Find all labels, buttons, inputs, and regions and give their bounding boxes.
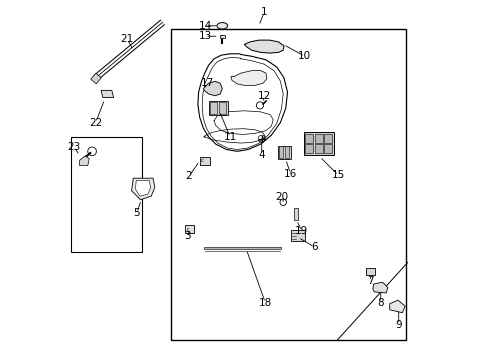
Bar xyxy=(70,137,142,252)
Polygon shape xyxy=(198,54,287,151)
Bar xyxy=(305,144,312,153)
Text: 14: 14 xyxy=(198,21,211,31)
Polygon shape xyxy=(101,90,113,98)
Text: c: c xyxy=(187,227,189,231)
Bar xyxy=(324,134,332,143)
Bar xyxy=(277,145,291,159)
Text: 22: 22 xyxy=(89,118,102,128)
Bar xyxy=(171,30,405,339)
Bar xyxy=(303,132,333,155)
Polygon shape xyxy=(244,40,284,53)
Text: 9: 9 xyxy=(395,320,401,329)
Polygon shape xyxy=(203,81,222,96)
Text: 21: 21 xyxy=(121,34,134,44)
Text: 6: 6 xyxy=(310,242,317,252)
Text: 2: 2 xyxy=(185,171,192,181)
Polygon shape xyxy=(80,156,89,166)
Text: 1: 1 xyxy=(261,7,267,17)
Bar xyxy=(314,134,322,143)
Bar xyxy=(218,102,225,114)
Text: 16: 16 xyxy=(283,168,296,179)
Bar xyxy=(290,230,304,241)
Bar xyxy=(305,134,312,143)
Text: 5: 5 xyxy=(133,208,140,218)
Text: c: c xyxy=(200,158,203,163)
Bar xyxy=(209,102,217,114)
Bar xyxy=(208,101,228,116)
Bar xyxy=(185,225,194,233)
Text: 18: 18 xyxy=(258,298,271,308)
Bar xyxy=(278,146,283,158)
Polygon shape xyxy=(389,300,405,313)
Bar xyxy=(314,144,322,153)
Text: 4: 4 xyxy=(258,150,264,160)
Text: 8: 8 xyxy=(377,298,383,308)
Text: 20: 20 xyxy=(275,192,288,202)
Text: 10: 10 xyxy=(298,51,311,61)
Text: 7: 7 xyxy=(366,276,373,287)
Text: 12: 12 xyxy=(257,91,270,101)
Ellipse shape xyxy=(217,23,227,29)
Polygon shape xyxy=(135,181,150,196)
Text: 17: 17 xyxy=(201,78,214,88)
Text: 13: 13 xyxy=(198,31,211,41)
Bar xyxy=(219,35,224,39)
Text: 19: 19 xyxy=(295,226,308,236)
Text: 3: 3 xyxy=(184,231,191,241)
Polygon shape xyxy=(131,178,155,200)
Bar xyxy=(324,144,332,153)
Polygon shape xyxy=(230,71,266,86)
Bar xyxy=(293,208,297,220)
Bar xyxy=(284,146,289,158)
Bar xyxy=(366,268,375,275)
Text: 23: 23 xyxy=(67,141,81,152)
Bar xyxy=(199,157,209,165)
Bar xyxy=(91,73,101,84)
Text: 11: 11 xyxy=(223,132,236,142)
Text: 15: 15 xyxy=(331,170,345,180)
Polygon shape xyxy=(372,282,387,293)
